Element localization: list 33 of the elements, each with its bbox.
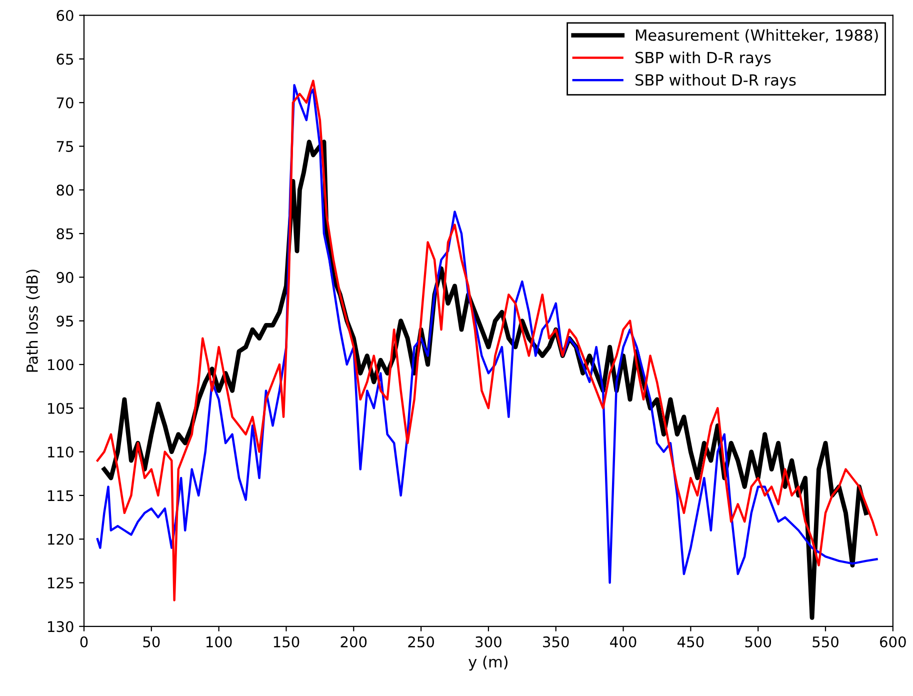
x-tick-label: 100 [206,636,232,648]
x-tick-label: 500 [745,636,772,648]
legend-label: SBP without D-R rays [636,74,796,89]
y-tick-label: 75 [56,141,73,152]
y-tick-label: 80 [56,184,74,196]
y-tick-label: 110 [48,446,74,458]
y-tick-label: 65 [56,54,73,65]
y-tick-label: 125 [48,577,73,588]
y-tick-label: 85 [56,228,73,240]
y-tick-label: 70 [56,97,74,108]
y-tick-label: 115 [48,490,73,502]
x-tick-label: 600 [880,636,906,648]
y-tick-label: 60 [56,10,74,22]
legend-label: Measurement (Whitteker, 1988) [636,29,878,43]
y-axis-title: Path loss (dB) [26,270,40,372]
x-tick-label: 0 [80,636,88,648]
x-tick-label: 250 [408,636,434,648]
y-tick-label: 120 [48,534,74,545]
x-tick-label: 400 [610,636,636,648]
x-tick-label: 300 [476,636,502,648]
x-tick-label: 450 [677,636,704,648]
x-tick-label: 550 [812,636,838,648]
y-tick-label: 90 [56,272,74,283]
y-tick-label: 95 [56,316,73,327]
x-tick-label: 150 [274,636,300,648]
x-tick-label: 200 [340,636,367,648]
x-axis-title: y (m) [468,656,508,671]
y-tick-label: 100 [48,359,74,370]
legend-label: SBP with D-R rays [636,51,771,66]
y-tick-label: 105 [48,402,73,414]
x-tick-label: 350 [543,636,569,648]
x-tick-label: 50 [143,636,160,648]
y-tick-label: 130 [48,621,74,632]
